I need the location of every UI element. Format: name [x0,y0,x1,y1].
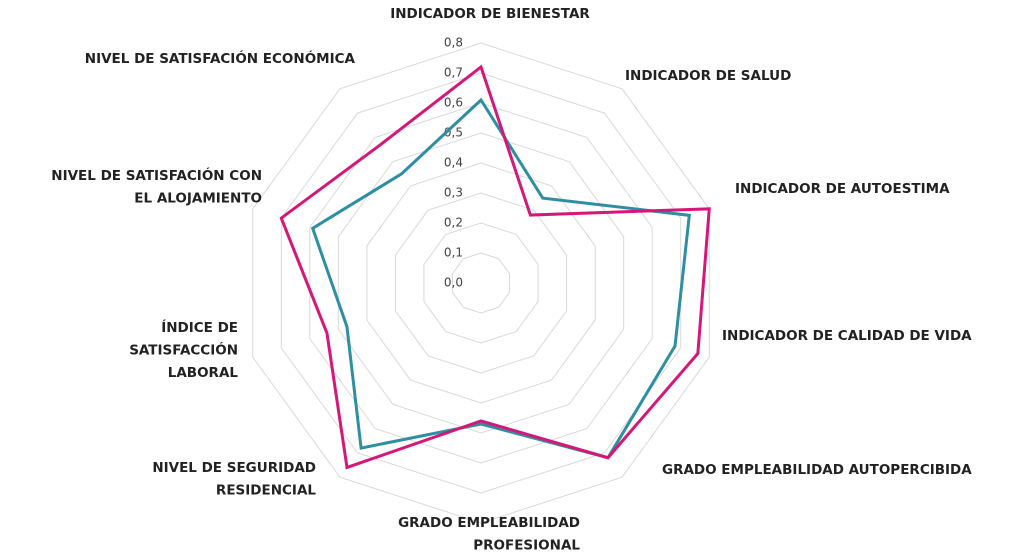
tick-label: 0,7 [444,66,463,80]
grid-ring [309,102,653,464]
tick-label: 0,3 [444,186,463,200]
category-label: INDICADOR DE AUTOESTIMA [735,181,950,197]
category-label: GRADO EMPLEABILIDAD AUTOPERCIBIDA [662,462,972,478]
category-label: INDICADOR DE CALIDAD DE VIDA [722,328,972,344]
grid-ring [337,132,625,434]
category-label: NIVEL DE SATISFACIÓN ECONÓMICA [85,49,356,67]
category-label: PROFESIONAL [473,538,580,554]
tick-label: 0,4 [444,156,463,170]
category-label: INDICADOR DE SALUD [625,68,791,84]
grid-ring [366,162,596,404]
grid-ring [451,252,511,314]
grid-ring [280,72,682,494]
category-label: INDICADOR DE BIENESTAR [390,6,590,22]
category-label: NIVEL DE SATISFACIÓN CON [51,166,262,184]
category-label: SATISFACCIÓN [129,341,238,359]
grid-ring [394,192,568,374]
series-line [310,97,691,460]
category-label: LABORAL [168,365,239,381]
grid-ring [423,222,539,344]
tick-label: 0,2 [444,216,463,230]
category-label: NIVEL DE SEGURIDAD [152,460,316,476]
tick-label: 0,6 [444,96,463,110]
tick-label: 0,8 [444,36,463,50]
tick-label: 0,0 [444,276,463,290]
series-line [279,64,711,470]
grid-ring [252,42,710,524]
tick-label: 0,1 [444,246,463,260]
category-label: EL ALOJAMIENTO [134,191,262,207]
category-label: ÍNDICE DE [161,319,238,336]
category-label: RESIDENCIAL [216,483,316,499]
category-label: GRADO EMPLEABILIDAD [398,515,580,531]
